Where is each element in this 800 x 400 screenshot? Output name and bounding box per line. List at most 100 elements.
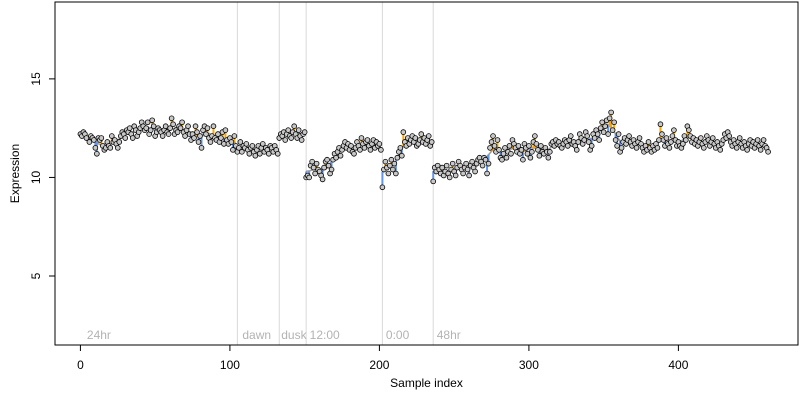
data-point	[129, 135, 136, 141]
data-point	[390, 166, 396, 173]
data-point	[285, 127, 292, 133]
data-point	[526, 143, 532, 149]
trend-segment	[487, 152, 491, 156]
data-point	[400, 129, 407, 135]
data-point	[701, 145, 707, 151]
trend-segment	[613, 131, 617, 135]
data-point	[482, 156, 489, 163]
data-point	[397, 145, 404, 151]
data-point	[490, 133, 496, 139]
data-point	[600, 129, 607, 135]
data-point	[310, 164, 317, 171]
data-points	[77, 109, 771, 191]
data-point	[298, 137, 305, 143]
data-point	[668, 139, 674, 145]
data-point	[659, 131, 665, 137]
data-point	[185, 123, 191, 129]
data-point	[452, 172, 459, 179]
data-point	[301, 129, 308, 135]
data-point	[388, 156, 395, 163]
data-point	[466, 172, 472, 179]
y-axis: 5 10 15	[29, 72, 56, 279]
data-point	[393, 170, 399, 177]
data-point	[295, 127, 302, 133]
data-point	[608, 109, 614, 116]
data-point	[367, 147, 374, 153]
data-point	[313, 160, 320, 167]
data-point	[86, 139, 93, 145]
data-point	[94, 150, 100, 157]
data-point	[194, 129, 200, 135]
data-point	[439, 164, 445, 171]
data-point	[585, 139, 592, 145]
trend-segment	[489, 150, 493, 154]
data-point	[609, 127, 616, 133]
data-point	[669, 133, 676, 139]
data-point	[218, 135, 224, 141]
data-point	[736, 135, 743, 141]
data-point	[83, 135, 90, 141]
data-point	[656, 137, 662, 143]
data-point	[168, 115, 175, 122]
data-point	[162, 123, 169, 129]
data-point	[469, 158, 475, 165]
x-axis-title: Sample index	[390, 376, 463, 390]
data-point	[230, 147, 236, 153]
data-point	[726, 133, 733, 139]
x-tick-label: 400	[668, 358, 688, 372]
data-point	[527, 154, 534, 161]
data-point	[449, 160, 456, 167]
data-point	[210, 123, 217, 129]
data-point	[430, 178, 437, 185]
data-point	[464, 166, 471, 173]
data-point	[149, 117, 155, 124]
data-point	[239, 149, 245, 155]
data-point	[506, 143, 513, 149]
data-point	[488, 139, 495, 145]
data-point	[126, 125, 133, 131]
data-point	[257, 150, 263, 157]
data-point	[249, 143, 256, 149]
data-point	[358, 135, 365, 141]
data-point	[564, 143, 571, 149]
data-point	[179, 119, 185, 126]
data-point	[596, 137, 602, 143]
data-point	[547, 149, 553, 155]
data-point	[717, 147, 724, 153]
trend-segment	[618, 138, 621, 142]
data-point	[602, 123, 608, 129]
data-point	[575, 139, 582, 145]
data-point	[351, 150, 357, 157]
data-point	[529, 149, 535, 155]
data-point	[282, 137, 289, 143]
data-point	[508, 150, 514, 157]
y-axis-title: Expression	[8, 144, 22, 203]
y-tick-label: 5	[29, 272, 43, 279]
data-point	[243, 141, 250, 147]
data-point	[418, 131, 425, 137]
data-point	[116, 139, 123, 145]
data-point	[309, 158, 315, 165]
trend-segment	[680, 139, 684, 142]
data-point	[265, 150, 272, 157]
data-point	[425, 133, 432, 139]
data-point	[319, 176, 326, 183]
data-point	[754, 137, 761, 143]
trend-segment	[153, 128, 156, 131]
data-point	[491, 143, 498, 149]
data-point	[170, 121, 176, 128]
data-point	[376, 141, 383, 147]
data-point	[614, 143, 620, 149]
phase-label: dawn	[242, 328, 271, 342]
data-point	[599, 119, 605, 126]
data-point	[207, 139, 214, 145]
data-point	[348, 143, 354, 149]
data-point	[485, 160, 492, 167]
data-point	[573, 147, 580, 153]
data-point	[605, 131, 611, 137]
data-point	[686, 127, 692, 133]
data-point	[594, 131, 601, 137]
phase-label: 0:00	[386, 328, 410, 342]
data-point	[484, 170, 490, 177]
